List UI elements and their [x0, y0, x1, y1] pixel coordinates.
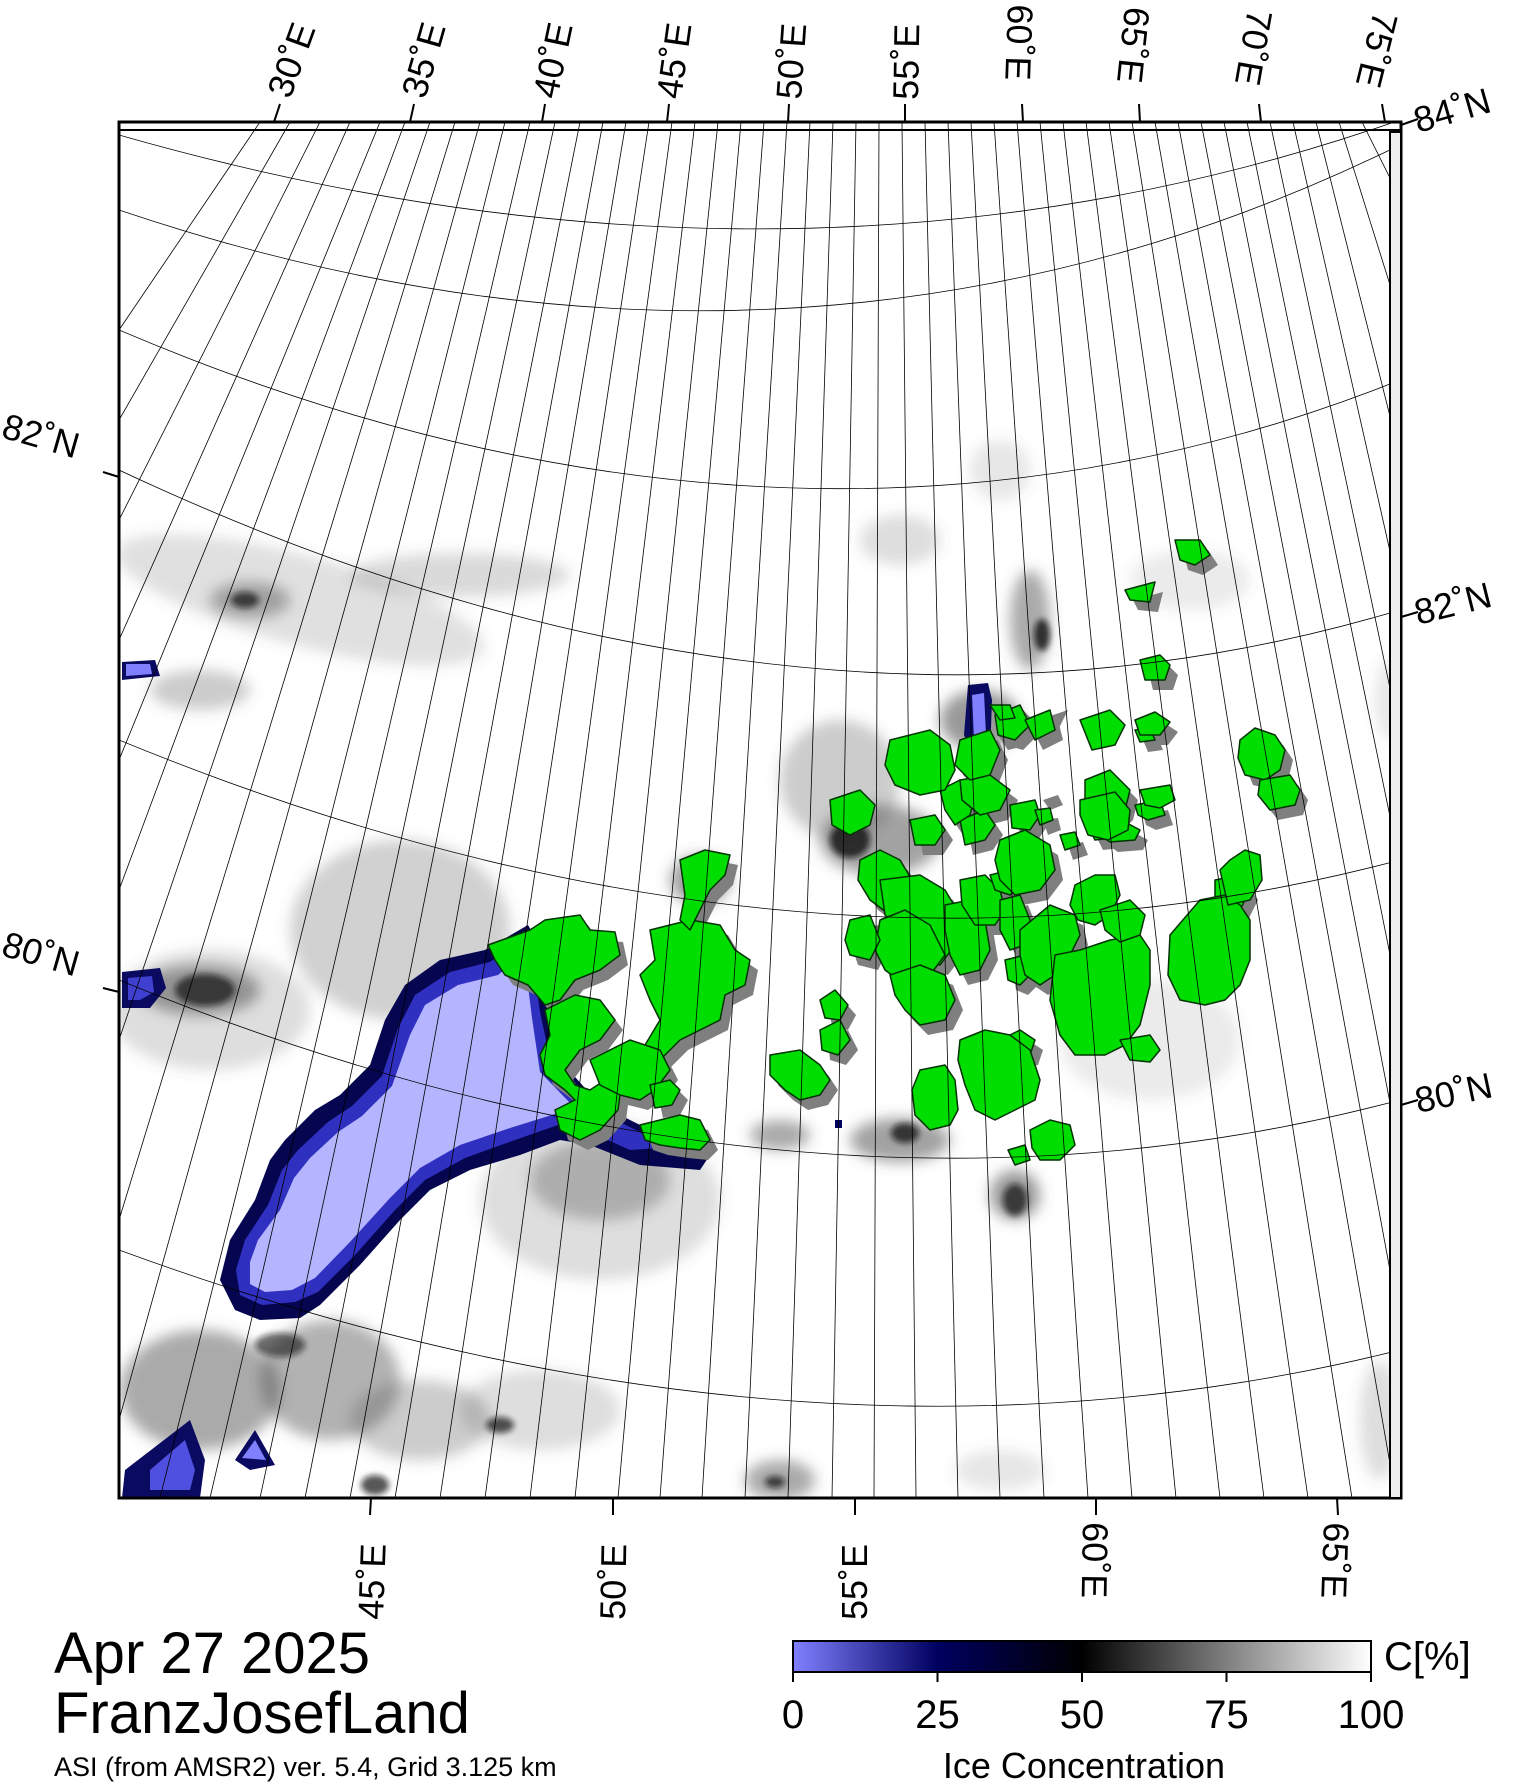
colorbar: [792, 1640, 1372, 1673]
lon-label-top: 40˚E: [525, 19, 581, 102]
lon-label-bottom: 60˚E: [1074, 1522, 1116, 1599]
colorbar-legend: 0 25 50 75 100 C[%] Ice Concentration: [782, 1635, 1471, 1786]
land-islands: [487, 539, 1301, 1166]
colorbar-unit: C[%]: [1384, 1635, 1471, 1679]
lon-label-top: 45˚E: [648, 20, 699, 101]
bottom-longitude-labels: 45˚E 50˚E 55˚E 60˚E 65˚E: [350, 1497, 1357, 1620]
lat-label-right: 84˚N: [1409, 80, 1495, 141]
lat-label-left: 80˚N: [0, 923, 84, 984]
lat-label-right: 82˚N: [1410, 574, 1496, 633]
lon-label-top: 35˚E: [393, 18, 453, 102]
lon-label-top: 60˚E: [997, 4, 1041, 81]
colorbar-ticks: 0 25 50 75 100: [782, 1672, 1405, 1737]
colorbar-title: Ice Concentration: [943, 1745, 1225, 1786]
colorbar-tick-label: 75: [1204, 1693, 1249, 1737]
top-longitude-labels: 30˚E 35˚E 40˚E 45˚E 50˚E 55˚E 60˚E 65˚E …: [259, 4, 1406, 123]
lon-label-bottom: 55˚E: [834, 1544, 875, 1620]
lat-label-left: 82˚N: [0, 405, 84, 466]
map-frame: [117, 120, 1403, 1500]
colorbar-tick-label: 50: [1060, 1693, 1105, 1737]
map-date: Apr 27 2025: [54, 1621, 371, 1686]
colorbar-tick-label: 0: [782, 1693, 804, 1737]
lat-label-right: 80˚N: [1411, 1064, 1496, 1120]
lon-label-top: 75˚E: [1348, 8, 1406, 92]
lon-label-top: 70˚E: [1227, 7, 1281, 89]
map-product-info: ASI (from AMSR2) ver. 5.4, Grid 3.125 km: [54, 1752, 557, 1782]
map-region: FranzJosefLand: [54, 1681, 470, 1746]
graticule: [119, 122, 1401, 1498]
lon-label-bottom: 65˚E: [1313, 1522, 1357, 1599]
lon-label-bottom: 45˚E: [350, 1543, 394, 1620]
colorbar-tick-label: 25: [915, 1693, 960, 1737]
lon-label-top: 50˚E: [768, 22, 814, 101]
open-water-areas: [122, 660, 992, 1498]
colorbar-tick-label: 100: [1338, 1693, 1405, 1737]
lon-label-top: 65˚E: [1109, 5, 1158, 85]
lon-label-top: 55˚E: [885, 23, 927, 100]
lon-label-bottom: 50˚E: [592, 1543, 634, 1620]
lon-label-top: 30˚E: [259, 17, 324, 102]
